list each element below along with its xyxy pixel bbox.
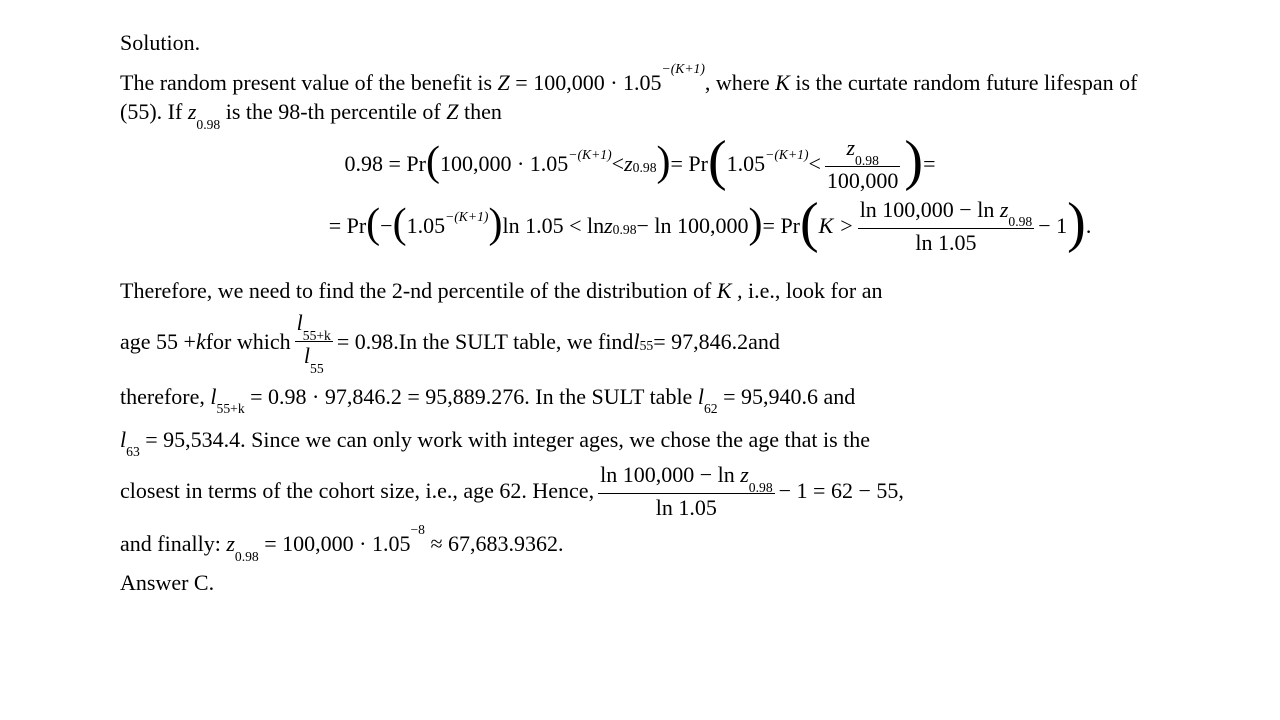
amt: 100,000	[533, 70, 605, 95]
mult: · 1.05	[610, 70, 661, 95]
p2-b: i.e., look for an	[748, 278, 882, 303]
l2-c: ln 1.05 < ln	[502, 211, 604, 241]
p3-a: age 55 +	[120, 321, 196, 363]
p7-a: and finally:	[120, 531, 226, 556]
paren-r2: )	[904, 140, 923, 182]
p3-k: k	[196, 321, 206, 363]
answer-line: Answer C.	[120, 568, 1160, 598]
paren-r: )	[657, 147, 671, 177]
paren-l: (	[426, 147, 440, 177]
p1-text-a: The random present value of the benefit …	[120, 70, 498, 95]
p3-b: for which	[206, 321, 291, 363]
l2-zsub: 0.98	[613, 221, 637, 239]
l2-period: .	[1086, 211, 1092, 241]
var-Z2: Z	[446, 99, 458, 124]
l2-exp: −(K+1)	[445, 208, 488, 226]
p6-a: closest in terms of the cohort size, i.e…	[120, 470, 594, 512]
p7-zsub: 0.98	[235, 549, 259, 564]
l2-b: 1.05	[407, 211, 446, 241]
p6-frac: ln 100,000 − ln z0.98 ln 1.05	[598, 463, 775, 519]
p4-eq: = 0.98 · 97,846.2 = 95,889.276.	[250, 384, 530, 409]
p3-l55v: = 97,846.2	[653, 321, 748, 363]
p3-l55sub: 55	[640, 333, 654, 359]
p3-frac: l55+k l55	[295, 311, 333, 371]
para-3: age 55 + k for which l55+k l55 = 0.98. I…	[120, 311, 1160, 371]
p5-l63v: = 95,534.4.	[145, 427, 245, 452]
var-Z: Z	[498, 70, 510, 95]
l2-d: − ln 100,000	[637, 211, 749, 241]
l1-z: z	[624, 149, 633, 179]
p7-approx: ≈ 67,683.9362.	[430, 531, 563, 556]
paren-l3: (	[366, 209, 380, 239]
p2-K: K ,	[717, 278, 743, 303]
p7-eq: = 100,000 · 1.05	[264, 531, 410, 556]
l1-lt2: <	[809, 149, 821, 179]
para-2: Therefore, we need to find the 2-nd perc…	[120, 276, 1160, 306]
para-7: and finally: z0.98 = 100,000 · 1.05−8 ≈ …	[120, 529, 1160, 562]
p4-and: and	[824, 384, 856, 409]
p2-a: Therefore, we need to find the 2-nd perc…	[120, 278, 717, 303]
l1-mid: = Pr	[671, 149, 708, 179]
var-K: K	[775, 70, 790, 95]
l1-lt: <	[612, 149, 624, 179]
eq-sign: =	[515, 70, 533, 95]
para-4: therefore, l55+k = 0.98 · 97,846.2 = 95,…	[120, 382, 1160, 415]
paren-r3: )	[749, 209, 763, 239]
exp-K1: −(K+1)	[662, 61, 705, 76]
l2-K: K >	[819, 211, 854, 241]
paren-l2: (	[708, 140, 727, 182]
p5-a: Since we can only work with integer ages…	[251, 427, 870, 452]
l1-a: 100,000 · 1.05	[440, 149, 568, 179]
l1-lhs: 0.98 = Pr	[345, 149, 426, 179]
l1-exp: −(K+1)	[568, 146, 611, 164]
solution-page: Solution. The random present value of th…	[0, 0, 1280, 618]
p4-l62sub: 62	[704, 401, 718, 416]
p1-text-d: is the 98-th percentile of	[226, 99, 447, 124]
paren-r3b: )	[488, 209, 502, 239]
para-6: closest in terms of the cohort size, i.e…	[120, 463, 1160, 519]
l2-lead: = Pr	[329, 211, 366, 241]
l2-frac: ln 100,000 − ln z0.98 ln 1.05	[858, 198, 1035, 254]
p1-text-e: then	[464, 99, 502, 124]
l1-frac: z0.98 100,000	[825, 136, 901, 192]
comma: ,	[705, 70, 711, 95]
p7-exp: −8	[410, 522, 425, 537]
paren-l3b: (	[393, 209, 407, 239]
solution-heading: Solution.	[120, 28, 1160, 58]
p5-l63sub: 63	[126, 444, 140, 459]
l1-zsub: 0.98	[633, 159, 657, 177]
l1-tail: =	[923, 149, 935, 179]
p3-c: In the SULT table, we find	[399, 321, 634, 363]
para-1: The random present value of the benefit …	[120, 68, 1160, 130]
l2-tail: − 1	[1038, 211, 1067, 241]
z-sub: 0.98	[196, 117, 220, 132]
p3-eq: = 0.98.	[337, 321, 399, 363]
p6-tail: − 1 = 62 − 55,	[779, 470, 904, 512]
p4-lsub: 55+k	[217, 401, 245, 416]
p1-text-b: where	[716, 70, 775, 95]
paren-l4: (	[800, 202, 819, 244]
paren-r4: )	[1067, 202, 1086, 244]
p3-and: and	[748, 321, 780, 363]
p4-l62v: = 95,940.6	[723, 384, 818, 409]
p4-l: l	[210, 384, 216, 409]
p7-z: z	[226, 531, 235, 556]
l2-a: −	[380, 211, 392, 241]
l2-mid: = Pr	[763, 211, 800, 241]
l1-exp2: −(K+1)	[765, 146, 808, 164]
l1-a2: 1.05	[727, 149, 766, 179]
p4-b: In the SULT table	[535, 384, 698, 409]
equation-line-2: = Pr ( − ( 1.05−(K+1) ) ln 1.05 < ln z0.…	[120, 198, 1160, 254]
l2-z: z	[604, 211, 613, 241]
para-5: l63 = 95,534.4. Since we can only work w…	[120, 425, 1160, 458]
equation-line-1: 0.98 = Pr ( 100,000 · 1.05−(K+1) < z0.98…	[120, 136, 1160, 192]
p4-a: therefore,	[120, 384, 210, 409]
